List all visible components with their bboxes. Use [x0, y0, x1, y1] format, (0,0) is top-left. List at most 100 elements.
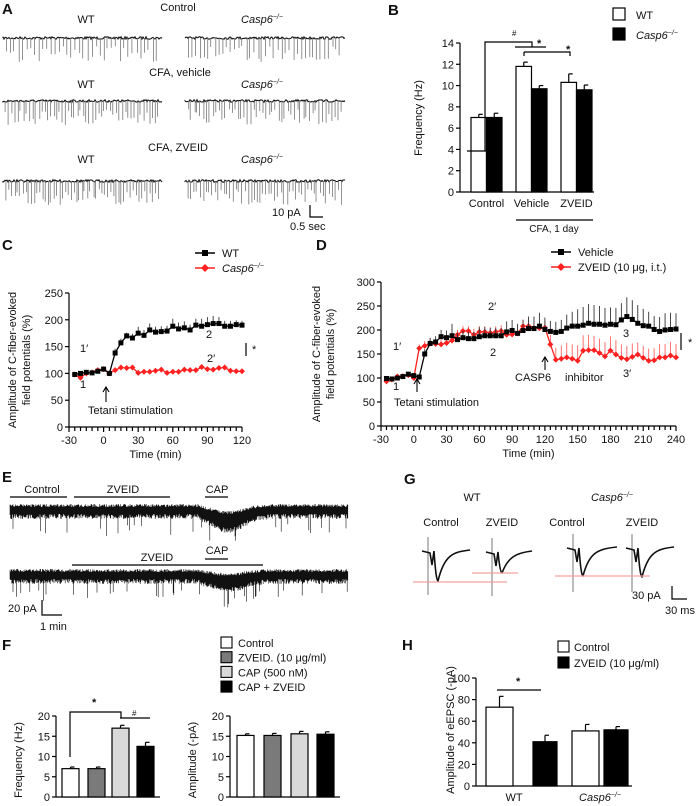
- data-point: [618, 317, 624, 323]
- y-tick-label: 100: [45, 368, 63, 380]
- y-tick-label: 0: [44, 792, 50, 804]
- arrow-icon: [102, 385, 110, 402]
- data-point: [673, 354, 679, 361]
- data-point: [471, 336, 477, 342]
- panel-label-g: G: [404, 471, 416, 488]
- ko-label: Casp6−/−: [579, 792, 621, 804]
- data-point: [482, 333, 488, 339]
- annotation: 1′: [80, 343, 88, 355]
- data-point: [112, 367, 119, 374]
- panel-label-c: C: [2, 237, 13, 254]
- trace-events: [188, 101, 342, 125]
- legend-swatch: [612, 27, 626, 41]
- data-point: [215, 365, 222, 372]
- data-point: [135, 369, 142, 376]
- arrow-icon: [413, 355, 549, 392]
- significance-mark: *: [537, 38, 542, 50]
- zveid-label: ZVEID: [626, 517, 658, 529]
- data-point: [101, 366, 107, 372]
- data-point: [216, 321, 222, 327]
- x-tick-label: 180: [601, 434, 619, 446]
- data-point: [181, 325, 187, 331]
- data-point: [575, 323, 581, 329]
- category-label: Vehicle: [514, 198, 549, 210]
- y-tick-label: 15: [212, 731, 224, 743]
- data-point: [547, 341, 554, 348]
- wt-label: WT: [463, 492, 480, 504]
- data-point: [239, 368, 245, 375]
- data-point: [416, 345, 423, 352]
- bar: [236, 734, 255, 798]
- annotation: 1: [80, 379, 86, 391]
- data-point: [465, 336, 471, 342]
- bar: [290, 733, 309, 798]
- y-axis-label: Amplitude of C-fiber-evoked: [311, 286, 323, 422]
- treatment-bars: [10, 496, 263, 566]
- data-point: [580, 347, 587, 354]
- y-tick-label: 250: [357, 301, 375, 313]
- data-point: [602, 322, 608, 328]
- data-point: [651, 357, 658, 364]
- data-point: [152, 367, 159, 374]
- data-point: [493, 333, 499, 339]
- wt-label: WT: [77, 154, 94, 166]
- cap-label: CAP: [206, 545, 229, 557]
- legend-label: Control: [574, 642, 609, 654]
- data-point: [106, 370, 112, 376]
- legend-label: WT: [222, 248, 239, 260]
- data-point: [147, 327, 153, 333]
- scale-x-label: 0.5 sec: [290, 221, 326, 233]
- data-point: [176, 326, 182, 332]
- y-tick-label: 0: [369, 421, 375, 433]
- data-point: [460, 335, 466, 341]
- significance-mark: *: [252, 344, 257, 356]
- data-point: [601, 353, 608, 360]
- annotation: 3′: [623, 368, 631, 380]
- epsc-trace: [625, 546, 675, 578]
- control-label: Control: [549, 517, 584, 529]
- data-point: [668, 327, 674, 333]
- data-point: [585, 347, 592, 354]
- data-point: [118, 340, 124, 346]
- y-tick-label: 6: [448, 123, 454, 135]
- y-tick-label: 80: [458, 695, 470, 707]
- x-tick-label: 0: [411, 434, 417, 446]
- y-tick-label: 5: [44, 772, 50, 784]
- data-point: [421, 342, 428, 349]
- x-tick-label: -30: [61, 435, 77, 447]
- y-tick-label: 50: [363, 397, 375, 409]
- data-point: [498, 333, 504, 339]
- annotation: Tetani stimulation: [88, 405, 173, 417]
- y-tick-label: 60: [458, 716, 470, 728]
- x-tick-label: 90: [506, 434, 518, 446]
- bar: [316, 733, 335, 798]
- y-tick-label: 14: [442, 38, 454, 50]
- data-point: [433, 339, 439, 345]
- data-point: [169, 368, 176, 375]
- y-tick-label: 300: [357, 277, 375, 289]
- data-point: [607, 321, 613, 327]
- y-tick-label: 200: [357, 325, 375, 337]
- data-point: [640, 323, 646, 329]
- x-tick-label: 60: [473, 434, 485, 446]
- annotation: CASP6: [515, 372, 551, 384]
- legend-marker: [557, 263, 565, 271]
- y-axis-label: Frequency (Hz): [13, 722, 25, 798]
- data-point: [504, 329, 510, 335]
- y-tick-label: 150: [45, 342, 63, 354]
- legend-label: ZVEID (10 μg, i.t.): [578, 262, 666, 274]
- group-label: CFA, 1 day: [529, 224, 578, 235]
- data-point: [164, 328, 170, 334]
- y-axis-label: Frequency (Hz): [413, 80, 425, 156]
- x-tick-label: 120: [233, 435, 251, 447]
- ko-label: Casp6−/−: [241, 14, 283, 26]
- y-tick-label: 8: [448, 102, 454, 114]
- data-point: [83, 369, 89, 375]
- legend-marker: [558, 249, 564, 255]
- zveid-label: ZVEID: [486, 517, 518, 529]
- y-tick-label: 100: [452, 673, 470, 685]
- data-point: [187, 367, 194, 374]
- data-point: [181, 366, 188, 373]
- y-axis-label: field potentials (%): [21, 315, 33, 406]
